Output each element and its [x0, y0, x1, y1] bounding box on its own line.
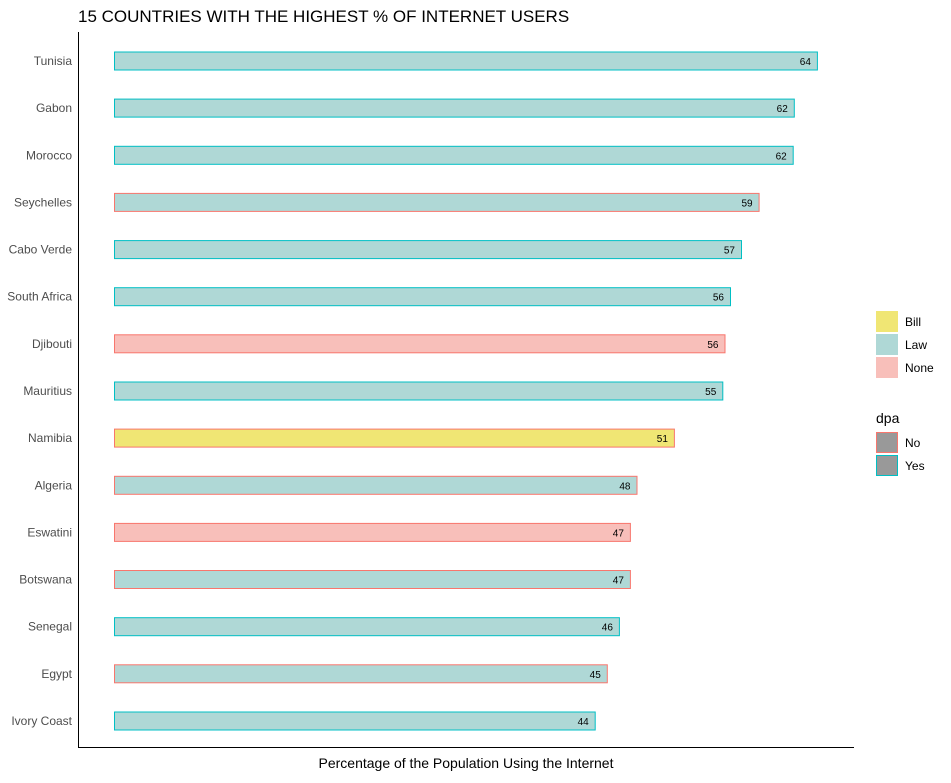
data-labels: 64 62 62 59 57 56 56 55 51 48 47 47 46 45 44 — [578, 57, 812, 728]
chart-title: 15 COUNTRIES WITH THE HIGHEST % OF INTER… — [78, 7, 569, 26]
legend-key-no — [876, 432, 898, 453]
legend-key-none — [876, 357, 898, 378]
data-label-egypt: 45 — [590, 670, 602, 681]
y-tick-label-morocco: Morocco — [26, 148, 72, 162]
y-tick-label-botswana: Botswana — [19, 573, 72, 587]
y-tick-label-cabo-verde: Cabo Verde — [9, 243, 73, 257]
bar-eswatini — [114, 522, 631, 542]
y-tick-label-namibia: Namibia — [28, 431, 72, 445]
data-label-seychelles: 59 — [741, 198, 753, 209]
data-label-mauritius: 55 — [705, 387, 717, 398]
y-tick-labels: Tunisia Gabon Morocco Seychelles Cabo Verde S… — [7, 54, 72, 728]
y-tick-label-ivory-coast: Ivory Coast — [11, 714, 72, 728]
data-label-djibouti: 56 — [707, 340, 719, 351]
y-tick-label-algeria: Algeria — [35, 478, 73, 492]
legend-label-bill: Bill — [905, 315, 921, 329]
bar-egypt — [114, 664, 608, 684]
bar-ivory-coast — [114, 711, 596, 731]
legend-key-law — [876, 334, 898, 355]
data-label-gabon: 62 — [777, 104, 789, 115]
legend-label-yes: Yes — [905, 459, 925, 473]
y-tick-label-senegal: Senegal — [28, 620, 72, 634]
data-label-ivory-coast: 44 — [578, 717, 590, 728]
y-tick-label-egypt: Egypt — [41, 667, 72, 681]
data-label-namibia: 51 — [657, 434, 669, 445]
legend-label-none: None — [905, 361, 934, 375]
bar-cabo-verde — [114, 240, 742, 260]
y-tick-label-eswatini: Eswatini — [27, 525, 72, 539]
y-tick-label-mauritius: Mauritius — [23, 384, 72, 398]
bar-seychelles — [114, 192, 760, 212]
data-label-tunisia: 64 — [800, 57, 812, 68]
y-tick-label-djibouti: Djibouti — [32, 337, 72, 351]
legend-title-dpa: dpa — [876, 410, 900, 426]
data-label-eswatini: 47 — [613, 528, 625, 539]
y-tick-label-seychelles: Seychelles — [14, 195, 72, 209]
outline-legend: dpa No Yes — [876, 410, 925, 476]
legend-key-yes — [876, 455, 898, 476]
y-tick-label-south-africa: South Africa — [7, 290, 72, 304]
bar-mauritius — [114, 381, 724, 401]
bar-senegal — [114, 617, 620, 637]
legend-label-law: Law — [905, 338, 927, 352]
y-tick-label-gabon: Gabon — [36, 101, 72, 115]
bar-gabon — [114, 98, 795, 118]
bar-namibia — [114, 428, 675, 448]
data-label-cabo-verde: 57 — [724, 246, 736, 257]
bar-tunisia — [114, 51, 818, 71]
bar-south-africa — [114, 287, 731, 307]
data-label-south-africa: 56 — [713, 293, 725, 304]
data-label-botswana: 47 — [613, 576, 625, 587]
bar-algeria — [114, 475, 638, 495]
bar-botswana — [114, 570, 631, 589]
y-tick-label-tunisia: Tunisia — [34, 54, 73, 68]
legend-key-bill — [876, 311, 898, 332]
x-axis-label: Percentage of the Population Using the I… — [319, 755, 614, 771]
bar-morocco — [114, 145, 794, 165]
data-label-senegal: 46 — [602, 623, 614, 634]
bar-djibouti — [114, 334, 726, 354]
bars-layer — [114, 51, 818, 731]
legend-label-no: No — [905, 436, 921, 450]
fill-legend: Bill Law None — [876, 311, 934, 378]
data-label-morocco: 62 — [776, 151, 788, 162]
data-label-algeria: 48 — [619, 481, 631, 492]
